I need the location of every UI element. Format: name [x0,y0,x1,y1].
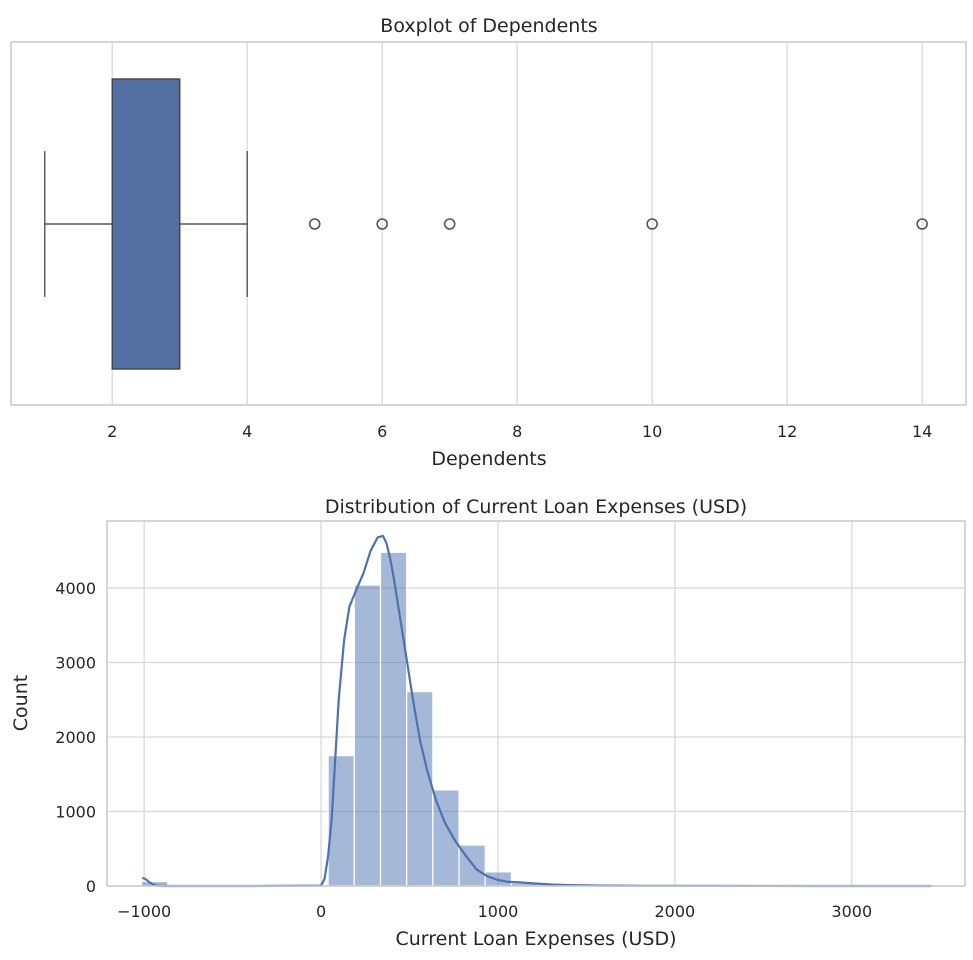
boxplot-x-tick-label: 4 [242,422,252,441]
boxplot-x-label: Dependents [431,448,546,470]
histogram-x-label: Current Loan Expenses (USD) [396,928,677,950]
boxplot-x-tick-label: 14 [912,422,932,441]
histogram-y-label: Count [10,675,32,731]
boxplot-x-tick-label: 6 [377,422,387,441]
boxplot-frame [10,41,967,406]
histogram-bar [379,551,408,887]
histogram-gridlines [107,521,965,887]
histogram-bar [484,871,513,887]
boxplot-x-tick-label: 2 [107,422,117,441]
boxplot-outlier-point [646,218,658,230]
histogram-y-tick-label: 2000 [55,728,96,747]
histogram-y-tick-label: 3000 [55,654,96,673]
histogram-x-tick-label: −1000 [117,902,171,921]
histogram-x-tick-labels: −1000 0 1000 2000 3000 [117,902,872,921]
histogram-chart: Distribution of Current Loan Expenses (U… [10,496,966,950]
histogram-title: Distribution of Current Loan Expenses (U… [325,496,747,518]
histogram-bar [353,584,382,887]
boxplot-x-tick-labels: 2 4 6 8 10 12 14 [107,422,932,441]
boxplot-outlier-point [916,218,928,230]
histogram-x-tick-label: 2000 [655,902,696,921]
histogram-y-tick-labels: 0 1000 2000 3000 4000 [55,579,96,896]
boxplot-x-tick-label: 10 [642,422,662,441]
boxplot-title: Boxplot of Dependents [380,15,597,37]
histogram-y-tick-label: 1000 [55,803,96,822]
boxplot-outlier-point [376,218,389,230]
histogram-x-tick-label: 1000 [478,902,519,921]
histogram-bars [140,551,565,887]
histogram-x-tick-label: 0 [316,902,326,921]
boxplot-outliers [308,218,928,230]
boxplot-box [111,78,181,370]
histogram-y-tick-label: 4000 [55,579,96,598]
histogram-x-tick-label: 3000 [831,902,872,921]
boxplot-outlier-point [308,218,321,230]
boxplot-chart: Boxplot of Dependents 2 4 6 8 10 12 14 Depende… [10,15,967,470]
boxplot-body [44,78,248,370]
histogram-frame [106,520,966,887]
boxplot-x-tick-label: 8 [512,422,522,441]
boxplot-outlier-point [443,218,456,230]
histogram-bar [406,690,434,887]
histogram-y-tick-label: 0 [86,877,96,896]
boxplot-x-tick-label: 12 [777,422,797,441]
boxplot-gridlines [111,42,923,405]
